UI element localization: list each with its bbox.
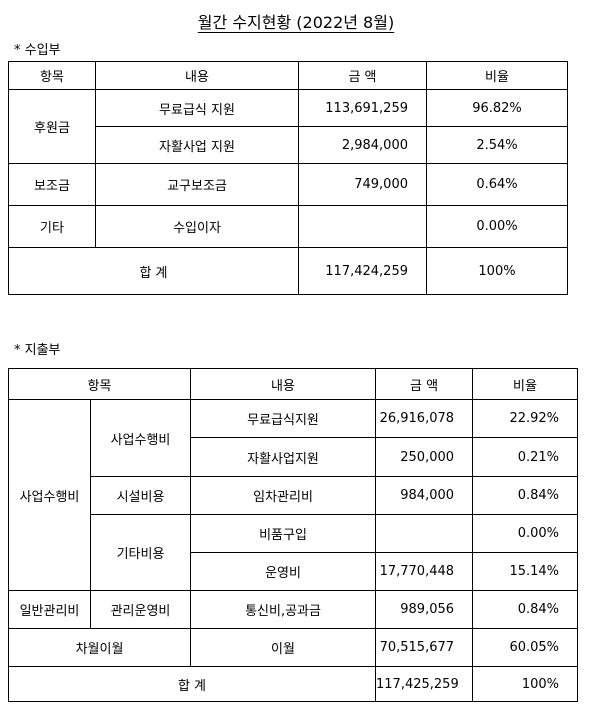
total-ratio: 100% (472, 666, 579, 702)
item-cell: 무료급식지원 (190, 399, 377, 438)
subcategory-cell: 시설비용 (89, 476, 192, 515)
subcategory-cell: 사업수행비 (89, 399, 192, 477)
total-amount: 117,425,259 (375, 666, 474, 702)
ratio-cell: 0.64% (426, 163, 568, 206)
header-cell: 비율 (426, 61, 568, 90)
subcategory-cell: 기타비용 (89, 514, 192, 591)
amount-cell: 2,984,000 (298, 126, 427, 164)
total-amount: 117,424,259 (298, 247, 427, 295)
ratio-cell: 60.05% (472, 628, 579, 667)
header-cell: 비율 (472, 368, 579, 400)
ratio-cell: 22.92% (472, 399, 579, 438)
ratio-cell: 0.00% (426, 205, 568, 248)
category-cell: 일반관리비 (8, 590, 91, 629)
total-ratio: 100% (426, 247, 568, 295)
item-cell: 비품구입 (190, 514, 377, 553)
category-cell: 차월이월 (7, 628, 192, 667)
header-cell: 항목 (7, 368, 192, 400)
item-cell: 교구보조금 (95, 163, 299, 206)
item-cell: 자활사업지원 (190, 437, 377, 477)
title: 월간 수지현황 (2022년 8월) (0, 9, 592, 33)
item-cell: 이월 (190, 628, 377, 667)
amount-cell (375, 514, 474, 553)
category-cell: 보조금 (8, 163, 96, 206)
total-label: 합 계 (8, 247, 299, 295)
item-cell: 임차관리비 (190, 476, 377, 515)
ratio-cell: 0.84% (472, 590, 579, 629)
subcategory-cell: 관리운영비 (89, 590, 192, 629)
amount-cell (298, 205, 427, 248)
header-cell: 내용 (190, 368, 377, 400)
amount-cell: 749,000 (298, 163, 427, 206)
ratio-cell: 0.84% (472, 476, 579, 515)
amount-cell: 250,000 (375, 437, 474, 477)
item-cell: 통신비,공과금 (190, 590, 377, 629)
ratio-cell: 15.14% (472, 552, 579, 591)
amount-cell: 70,515,677 (375, 628, 474, 667)
ratio-cell: 96.82% (426, 89, 568, 127)
category-cell: 사업수행비 (8, 399, 91, 591)
header-cell: 항목 (8, 61, 96, 90)
income-table: 항목 내용 금 액 비율 후원금 무료급식 지원 113,691,259 96.… (8, 61, 568, 295)
item-cell: 무료급식 지원 (95, 89, 299, 127)
item-cell: 운영비 (190, 552, 377, 591)
header-cell: 내용 (95, 61, 299, 90)
amount-cell: 113,691,259 (298, 89, 427, 127)
section-label: * 수입부 (14, 43, 61, 58)
header-cell: 금 액 (375, 368, 474, 400)
category-cell: 기타 (8, 205, 96, 248)
header-cell: 금 액 (298, 61, 427, 90)
item-cell: 수입이자 (95, 205, 299, 248)
ratio-cell: 2.54% (426, 126, 568, 164)
amount-cell: 26,916,078 (375, 399, 474, 438)
amount-cell: 989,056 (375, 590, 474, 629)
category-cell: 후원금 (8, 89, 96, 164)
amount-cell: 17,770,448 (375, 552, 474, 591)
item-cell: 자활사업 지원 (95, 126, 299, 164)
total-label: 합 계 (7, 666, 377, 702)
section-label: * 지출부 (14, 343, 61, 358)
title-text: 월간 수지현황 (2022년 8월) (197, 13, 395, 32)
expense-table: 항목 내용 금 액 비율 사업수행비 사업수행비 무료급식지원 26,916,0… (7, 368, 579, 702)
amount-cell: 984,000 (375, 476, 474, 515)
ratio-cell: 0.21% (472, 437, 579, 477)
ratio-cell: 0.00% (472, 514, 579, 553)
